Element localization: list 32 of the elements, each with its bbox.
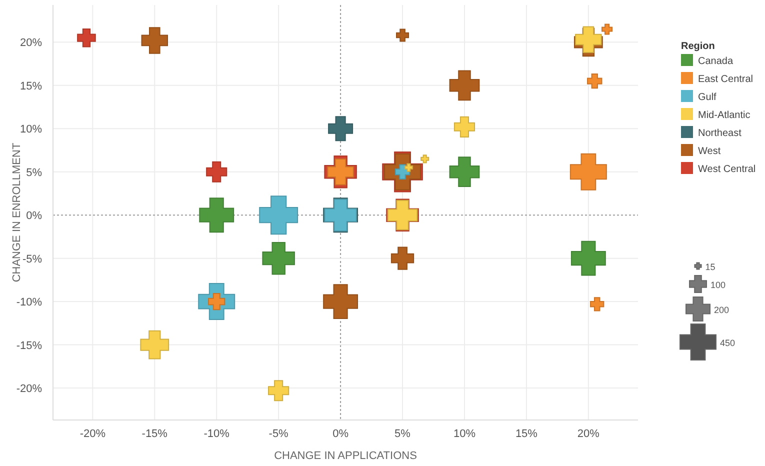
legend-label: West Central [698, 164, 756, 175]
y-tick-label: 0% [26, 210, 42, 222]
y-axis-title: CHANGE IN ENROLLMENT [11, 142, 23, 282]
y-tick-label: -10% [16, 296, 42, 309]
y-tick-label: -15% [16, 340, 42, 352]
y-tick-label: 5% [26, 166, 42, 179]
legend-label: Canada [698, 56, 734, 67]
y-tick-label: 20% [20, 37, 42, 50]
x-tick-label: -5% [268, 428, 289, 440]
y-tick-label: -5% [22, 253, 42, 266]
y-tick-label: -20% [16, 383, 42, 396]
legend-label: 450 [720, 338, 736, 348]
x-tick-label: 0% [332, 428, 349, 440]
x-axis-title: CHANGE IN APPLICATIONS [274, 450, 417, 462]
legend-label: 200 [714, 305, 730, 315]
x-tick-label: 15% [515, 428, 538, 440]
x-tick-label: 20% [577, 428, 600, 440]
legend-label: Mid-Atlantic [698, 110, 750, 121]
x-tick-label: -10% [204, 428, 230, 440]
legend-label: West [698, 146, 721, 157]
legend-label: East Central [698, 74, 754, 85]
y-tick-label: 10% [20, 124, 42, 136]
legend-label: Northeast [698, 128, 742, 139]
x-tick-label: -15% [142, 428, 168, 440]
x-tick-label: 5% [394, 428, 411, 440]
y-tick-label: 15% [20, 80, 42, 92]
x-tick-label: 10% [453, 428, 476, 440]
legend-label: Gulf [698, 92, 717, 103]
x-tick-label: -20% [80, 428, 106, 440]
legend-label: 100 [710, 280, 726, 290]
legend-label: 15 [705, 262, 716, 272]
legend-title: Region [681, 41, 715, 52]
